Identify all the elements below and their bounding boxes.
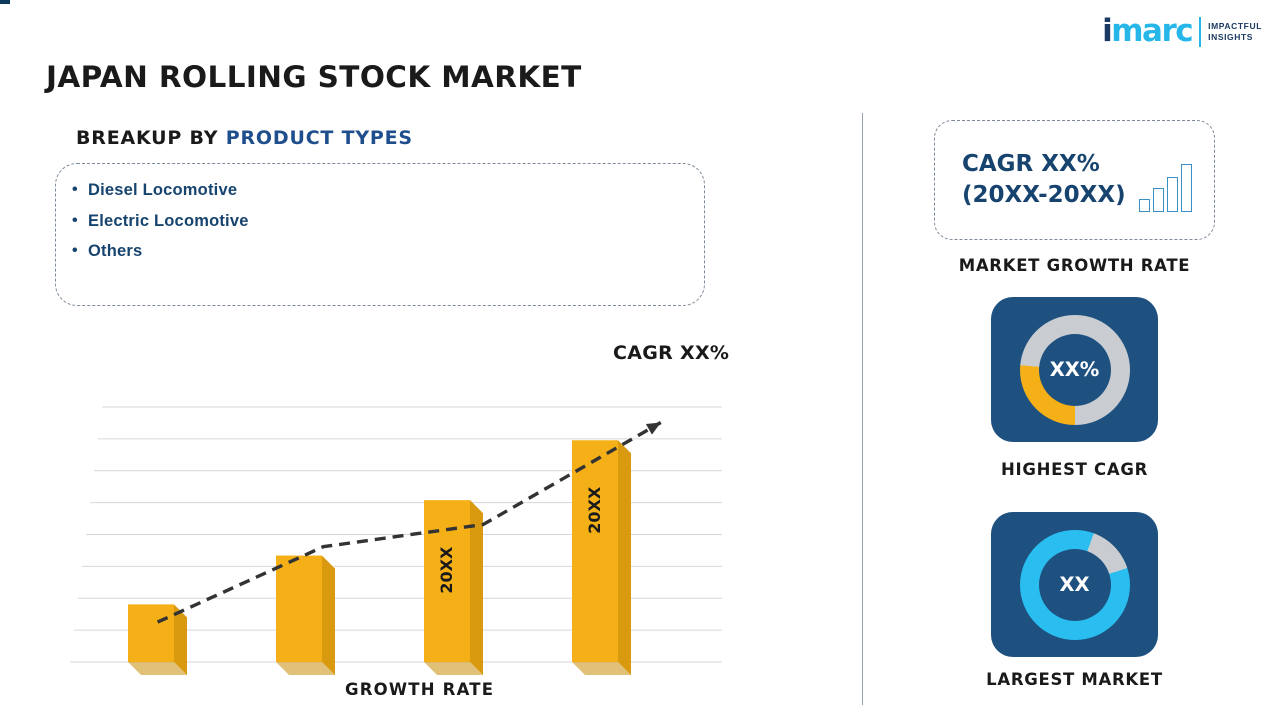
bar-chart-icon-bar <box>1153 188 1164 212</box>
bar-chart-icon <box>1139 164 1192 212</box>
logo-wordmark: imarc <box>1102 13 1194 49</box>
highest-cagr-donut: XX% <box>1019 314 1130 425</box>
largest-market-donut-center: XX <box>1038 548 1111 621</box>
bar-chart-icon-bar <box>1181 164 1192 212</box>
caption-highest-cagr: HIGHEST CAGR <box>1001 460 1148 479</box>
imarc-logo: imarc IMPACTFUL INSIGHTS <box>1102 16 1262 47</box>
svg-text:20XX: 20XX <box>585 486 604 534</box>
chart-svg: 20XX 20XX <box>70 406 722 675</box>
cagr-value: CAGR XX% <box>962 151 1100 177</box>
growth-rate-bar-chart: 20XX 20XX <box>46 336 806 686</box>
cagr-period: (20XX-20XX) <box>962 182 1126 208</box>
chart-x-axis-label: GROWTH RATE <box>345 680 495 699</box>
list-item: Electric Locomotive <box>72 206 672 237</box>
vertical-divider <box>862 113 863 705</box>
logo-tagline: IMPACTFUL INSIGHTS <box>1208 21 1262 42</box>
largest-market-card: XX <box>991 512 1158 657</box>
breakup-heading-prefix: BREAKUP BY <box>76 127 226 149</box>
page-title: JAPAN ROLLING STOCK MARKET <box>46 60 582 94</box>
cagr-text: CAGR XX% (20XX-20XX) <box>962 149 1126 211</box>
caption-largest-market: LARGEST MARKET <box>986 670 1163 689</box>
breakup-heading-accent: PRODUCT TYPES <box>225 127 413 149</box>
bar-chart-icon-bar <box>1167 177 1178 212</box>
list-item: Others <box>72 236 672 267</box>
breakup-list: Diesel Locomotive Electric Locomotive Ot… <box>72 175 672 267</box>
svg-text:20XX: 20XX <box>437 546 456 594</box>
market-growth-rate-box: CAGR XX% (20XX-20XX) <box>934 120 1215 240</box>
largest-market-donut: XX <box>1019 529 1130 640</box>
caption-market-growth-rate: MARKET GROWTH RATE <box>958 256 1191 275</box>
logo-tagline-line1: IMPACTFUL <box>1208 20 1262 31</box>
list-item: Diesel Locomotive <box>72 175 672 206</box>
logo-letters-marc: marc <box>1111 13 1193 49</box>
breakup-heading: BREAKUP BY PRODUCT TYPES <box>76 127 413 149</box>
highest-cagr-card: XX% <box>991 297 1158 442</box>
logo-divider <box>1199 16 1202 47</box>
chart-trend-label: CAGR XX% <box>613 342 730 364</box>
bar-chart-icon-bar <box>1139 199 1150 212</box>
logo-tagline-line2: INSIGHTS <box>1208 31 1254 42</box>
highest-cagr-donut-center: XX% <box>1038 333 1111 406</box>
highest-cagr-value: XX% <box>1049 358 1100 381</box>
largest-market-value: XX <box>1059 573 1090 596</box>
logo-letter-i: i <box>1102 13 1113 49</box>
top-accent-bar <box>0 0 10 4</box>
